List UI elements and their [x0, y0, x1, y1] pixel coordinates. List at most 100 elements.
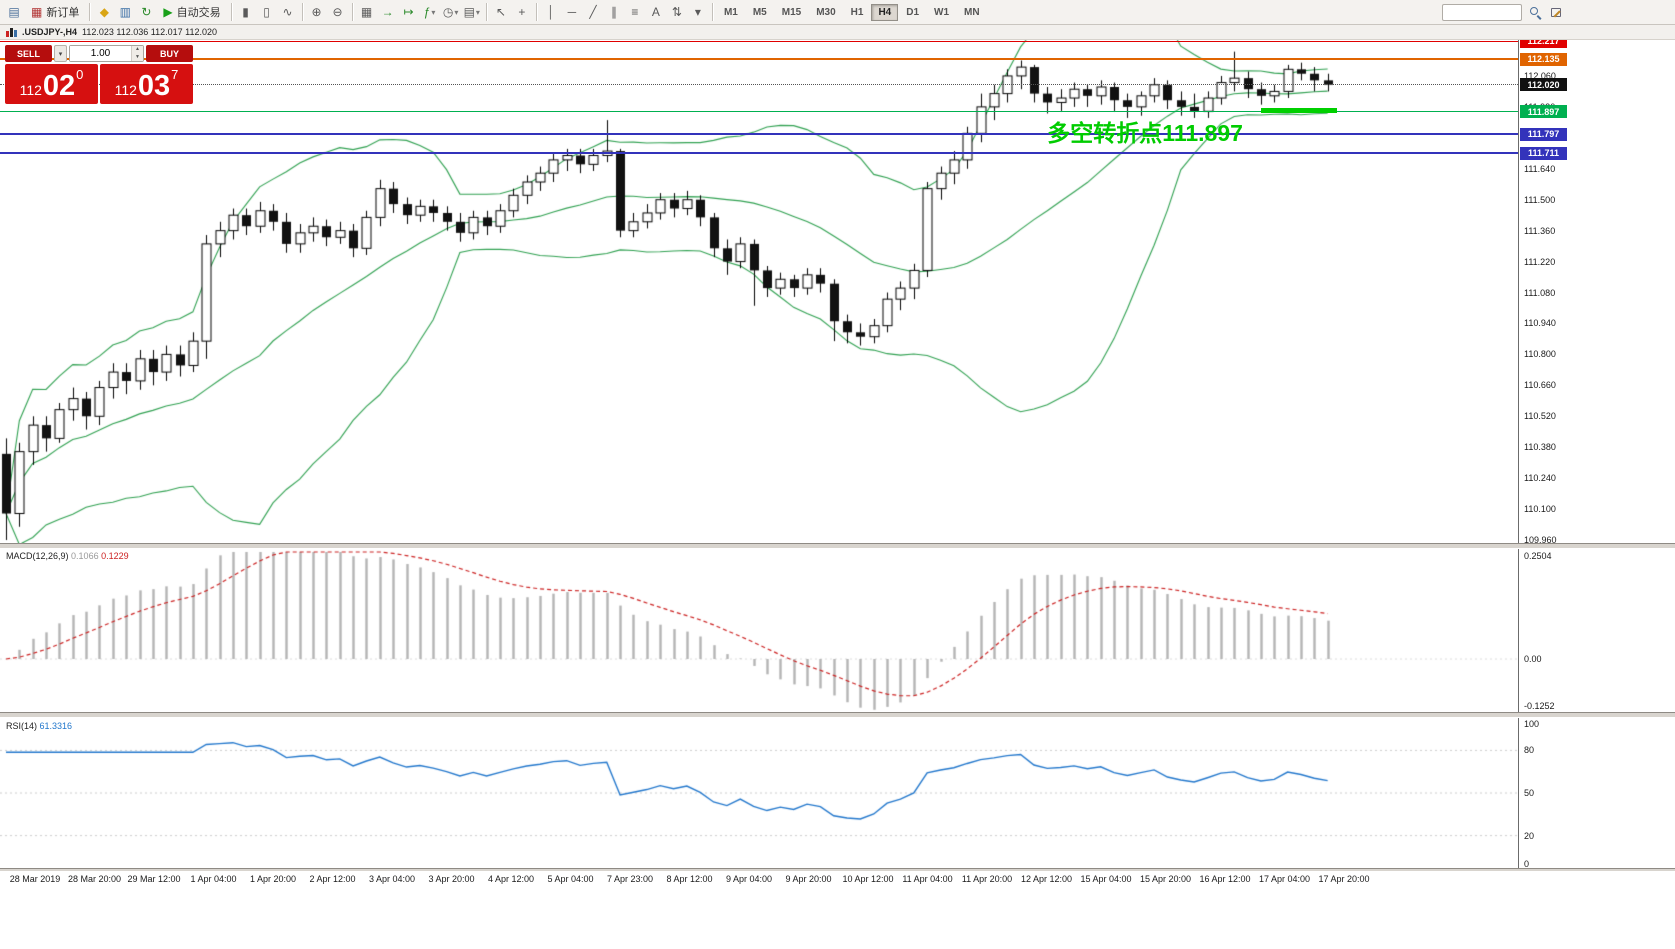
price-tick-label: 110.660 — [1524, 380, 1556, 391]
trendline-icon[interactable]: ╱ — [583, 2, 603, 22]
lot-size-input[interactable] — [70, 46, 131, 61]
zoom-out-icon[interactable]: ⊖ — [328, 2, 348, 22]
indicators-icon[interactable]: ƒ ▾ — [420, 2, 440, 22]
timeframe-h4[interactable]: H4 — [871, 3, 899, 21]
lot-decrease-button[interactable]: ▼ — [132, 53, 143, 61]
toolbar-separator — [301, 3, 303, 21]
timeframe-m1[interactable]: M1 — [717, 4, 745, 21]
timeframe-h1[interactable]: H1 — [844, 4, 871, 21]
time-axis-label: 10 Apr 12:00 — [842, 874, 894, 884]
zoom-in-icon[interactable]: ⊕ — [307, 2, 327, 22]
text-icon[interactable]: A — [646, 2, 666, 22]
price-level-line-111.711[interactable] — [0, 152, 1518, 155]
price-tick-label: 111.080 — [1524, 287, 1556, 298]
price-level-box-111.797: 111.797 — [1520, 127, 1567, 141]
price-level-line-111.797[interactable] — [0, 133, 1518, 136]
macd-name: MACD(12,26,9) — [6, 551, 69, 561]
shapes-icon: ▾ — [694, 5, 701, 19]
rsi-panel-splitter[interactable] — [0, 712, 1675, 718]
search-input[interactable] — [1442, 3, 1522, 21]
time-axis-label: 2 Apr 12:00 — [309, 874, 356, 884]
price-tick-label: 110.520 — [1524, 411, 1556, 422]
toolbar-separator — [230, 3, 232, 21]
order-type-dropdown[interactable]: ▾ — [54, 45, 67, 62]
toolbar-separator — [485, 3, 487, 21]
autotrading-button[interactable]: ▶ 自动交易 — [157, 2, 226, 22]
sell-button[interactable]: SELL — [5, 45, 52, 62]
new-chart-icon[interactable]: ▤ — [4, 2, 24, 22]
sell-price-box[interactable]: 112 02 0 — [5, 64, 98, 104]
price-tick-label: 110.380 — [1524, 442, 1556, 453]
vertical-line-icon[interactable]: │ — [541, 2, 561, 22]
timeframe-d1[interactable]: D1 — [899, 4, 926, 21]
time-axis-label: 15 Apr 20:00 — [1139, 874, 1192, 884]
auto-scroll-icon: → — [381, 5, 394, 19]
time-axis-label: 29 Mar 12:00 — [127, 874, 181, 884]
profiles-icon[interactable]: ◆ — [94, 2, 114, 22]
macd-panel-splitter[interactable] — [0, 543, 1675, 549]
turning-point-annotation[interactable]: 多空转折点111.897 — [1047, 119, 1243, 146]
buy-price-box[interactable]: 112 03 7 — [100, 64, 193, 104]
market-watch-icon: ▥ — [119, 5, 132, 19]
one-click-trade-panel: SELL ▾ ▲ ▼ BUY 112 02 0 112 03 7 — [5, 45, 193, 104]
search-icon[interactable] — [1525, 2, 1545, 22]
rsi-scale-label: 80 — [1524, 745, 1535, 756]
time-axis-label: 28 Mar 2019 — [9, 874, 61, 884]
lot-increase-button[interactable]: ▲ — [132, 46, 143, 54]
line-chart-icon[interactable]: ∿ — [278, 2, 298, 22]
cursor-icon[interactable]: ↖ — [491, 2, 511, 22]
price-level-line-112.217[interactable] — [0, 40, 1518, 42]
fibonacci-icon[interactable]: ≡ — [625, 2, 645, 22]
refresh-icon[interactable]: ↻ — [136, 2, 156, 22]
buy-button[interactable]: BUY — [146, 45, 193, 62]
bar-chart-icon: ▮ — [242, 5, 249, 19]
auto-scroll-icon[interactable]: → — [378, 2, 398, 22]
candlestick-icon[interactable]: ▯ — [257, 2, 277, 22]
chart-header: .USDJPY-,H4 112.023 112.036 112.017 112.… — [0, 25, 1675, 40]
horizontal-line-icon[interactable]: ─ — [562, 2, 582, 22]
turning-point-underline[interactable] — [1260, 108, 1337, 114]
buy-price-sup: 7 — [171, 67, 179, 82]
price-level-box-112.020: 112.020 — [1520, 78, 1567, 92]
line-chart-icon: ∿ — [282, 5, 293, 19]
profiles-icon: ◆ — [99, 5, 109, 19]
price-level-line-112.020[interactable] — [0, 84, 1518, 86]
toolbar-separator — [711, 3, 713, 21]
cursor-icon: ↖ — [495, 5, 506, 19]
price-tick-label: 112.060 — [1524, 70, 1556, 81]
periods-icon[interactable]: ◷ ▾ — [441, 2, 461, 22]
time-axis-label: 8 Apr 12:00 — [666, 874, 713, 884]
shapes-icon[interactable]: ▾ — [688, 2, 708, 22]
new-order-button[interactable]: ▦ 新订单 — [25, 2, 85, 22]
market-watch-icon[interactable]: ▥ — [115, 2, 135, 22]
price-level-line-111.897[interactable] — [0, 111, 1518, 113]
indicators-icon-dropdown: ▾ — [431, 7, 436, 17]
price-tick-label: 109.960 — [1524, 535, 1557, 546]
buy-price-prefix: 112 — [114, 82, 137, 99]
timeframe-m5[interactable]: M5 — [746, 4, 774, 21]
chat-icon[interactable] — [1546, 2, 1566, 22]
chart-shift-icon[interactable]: ↦ — [399, 2, 419, 22]
time-axis-label: 1 Apr 04:00 — [190, 874, 237, 884]
crosshair-icon[interactable]: + — [512, 2, 532, 22]
toolbar-separator — [351, 3, 353, 21]
chart-shift-icon: ↦ — [403, 5, 414, 19]
rsi-scale-label: 0 — [1524, 859, 1530, 869]
crosshair-icon: + — [518, 5, 526, 19]
timeframe-mn[interactable]: MN — [957, 4, 987, 21]
rsi-scale-label: 20 — [1524, 830, 1535, 841]
horizontal-line-icon: ─ — [567, 5, 577, 19]
rsi-value: 61.3316 — [39, 721, 73, 731]
timeframe-m15[interactable]: M15 — [775, 4, 808, 21]
channel-icon[interactable]: ∥ — [604, 2, 624, 22]
tile-windows-icon[interactable]: ▦ — [357, 2, 377, 22]
price-level-line-112.135[interactable] — [0, 58, 1518, 61]
bar-chart-icon[interactable]: ▮ — [236, 2, 256, 22]
arrows-icon[interactable]: ⇅ — [667, 2, 687, 22]
templates-icon[interactable]: ▤ ▾ — [462, 2, 482, 22]
time-axis-label: 11 Apr 04:00 — [902, 874, 953, 884]
timeframe-w1[interactable]: W1 — [927, 4, 956, 21]
price-tick-label: 111.500 — [1524, 194, 1556, 205]
timeframe-m30[interactable]: M30 — [809, 4, 842, 21]
